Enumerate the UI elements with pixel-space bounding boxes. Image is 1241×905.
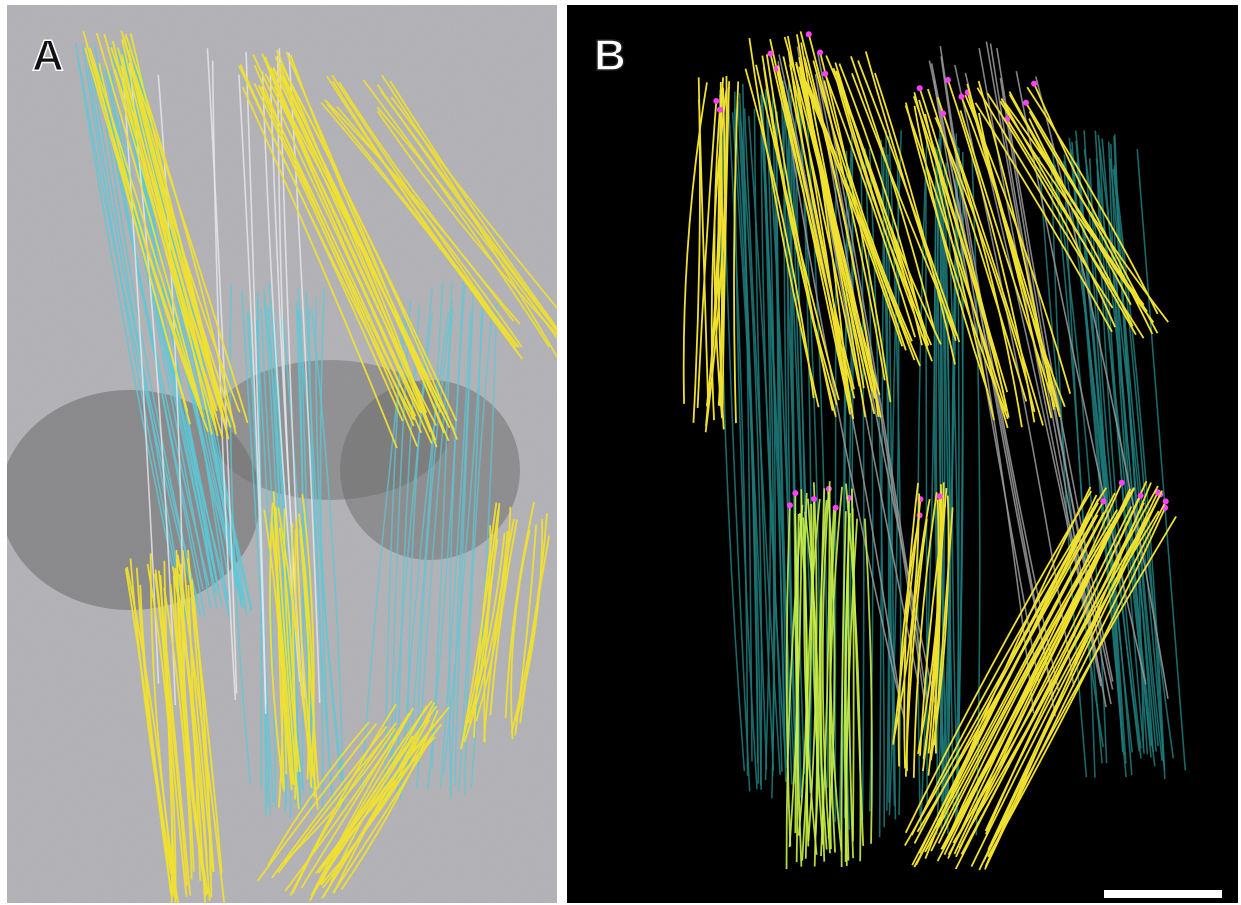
filament-end <box>917 85 923 91</box>
filament-end <box>817 49 823 55</box>
filament-end <box>806 31 812 37</box>
scale-bar <box>1104 890 1222 898</box>
filament-end <box>1031 81 1037 87</box>
filament-end <box>811 496 817 502</box>
filament-end <box>767 51 773 57</box>
panel-label: A <box>32 31 64 80</box>
panel-a <box>0 5 569 905</box>
filament-end <box>787 502 793 508</box>
filament-end <box>1023 100 1029 106</box>
filament-end <box>1138 493 1144 499</box>
panel-label: B <box>594 31 626 80</box>
filament-end <box>833 505 839 511</box>
filament-end <box>792 490 798 496</box>
page: A B (() => { const data = JSON.parse(doc… <box>0 0 1241 905</box>
filament-end <box>1163 498 1169 504</box>
panel-b <box>567 5 1238 903</box>
filament-end <box>713 98 719 104</box>
filament-end <box>937 493 943 499</box>
figure: A B <box>0 0 1241 905</box>
filament-end <box>958 94 964 100</box>
filament-end <box>1100 498 1106 504</box>
filament-end <box>1119 480 1125 486</box>
filament-end <box>717 107 723 113</box>
filament-end <box>822 71 828 77</box>
filament-end <box>940 111 946 117</box>
filament-end <box>945 77 951 83</box>
filament <box>835 165 836 822</box>
